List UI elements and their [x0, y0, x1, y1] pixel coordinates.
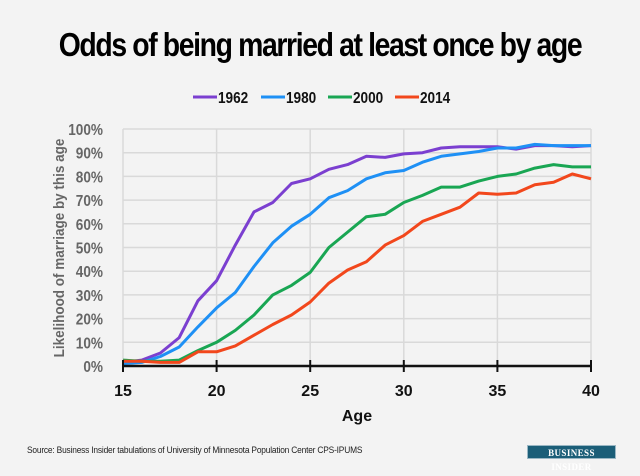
legend-item-2000: 2000 [328, 90, 383, 107]
legend-label: 2014 [420, 90, 451, 107]
y-tick-label: 10% [76, 335, 103, 352]
x-tick-label: 35 [489, 383, 507, 400]
x-axis-label: Age [342, 408, 372, 425]
y-tick-label: 40% [76, 264, 103, 281]
y-axis-label: Likelihood of marriage by this age [51, 139, 68, 358]
business-insider-logo: BUSINESS INSIDER [527, 445, 616, 472]
x-tick-label: 25 [301, 383, 319, 400]
y-tick-label: 50% [76, 241, 103, 258]
legend-label: 1962 [218, 90, 248, 107]
x-tick-label: 20 [208, 383, 226, 400]
series-line-2014 [123, 172, 592, 364]
legend-label: 2000 [353, 90, 383, 107]
y-tick-label: 60% [76, 217, 103, 234]
series-line-1980 [122, 142, 591, 366]
y-tick-label: 30% [76, 288, 103, 305]
gridlines [122, 128, 592, 366]
y-tick-label: 100% [68, 122, 103, 139]
y-tick-label: 20% [76, 312, 103, 329]
y-tick-labels: 0% 10% 20% 30% 40% 50% 60% 70% 80% 90% 100% [68, 122, 103, 376]
legend-item-1980: 1980 [261, 90, 316, 107]
y-tick-label: 0% [83, 359, 103, 376]
y-tick-label: 90% [76, 146, 103, 163]
x-tick-label: 15 [114, 383, 132, 400]
legend-label: 1980 [286, 90, 316, 107]
y-tick-label: 80% [76, 169, 103, 186]
legend: 1962 1980 2000 2014 [193, 90, 451, 107]
x-tick-label: 40 [582, 383, 600, 400]
x-tick-label: 30 [395, 383, 413, 400]
chart-title: Odds of being married at least once by a… [58, 26, 583, 63]
y-tick-label: 70% [76, 193, 103, 210]
legend-item-2014: 2014 [395, 90, 451, 107]
legend-item-1962: 1962 [193, 90, 248, 107]
x-axis: 15 20 25 30 35 40 [114, 360, 600, 400]
series-lines [122, 142, 592, 366]
source-note: Source: Business Insider tabulations of … [27, 445, 363, 455]
series-line-2000 [122, 163, 591, 363]
